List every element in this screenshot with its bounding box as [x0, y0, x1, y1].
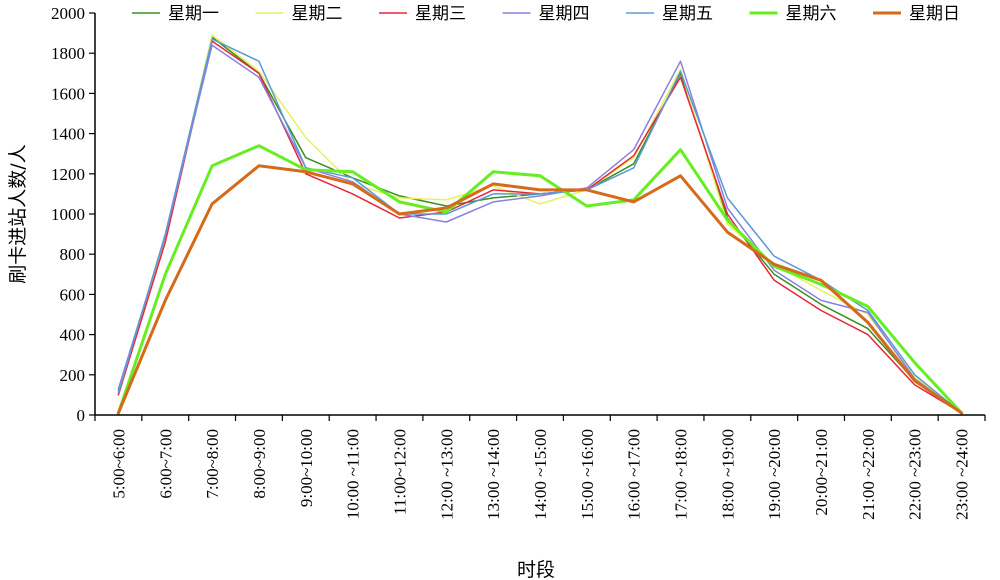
- y-tick-label: 1200: [51, 165, 85, 184]
- x-tick-label: 11:00~12:00: [390, 429, 409, 515]
- x-tick-label: 15:00 ~16:00: [578, 429, 597, 520]
- y-tick-label: 600: [60, 285, 86, 304]
- legend: 星期一 星期二 星期三 星期四 星期五 星期六 星期日: [132, 4, 960, 24]
- x-tick-label: 13:00 ~14:00: [484, 429, 503, 520]
- x-tick-label: 9:00~10:00: [297, 429, 316, 507]
- legend-label: 星期三: [415, 4, 466, 24]
- x-tick-label: 7:00~8:00: [203, 429, 222, 499]
- series-line-7: [116, 164, 964, 415]
- series-line-3: [117, 40, 963, 414]
- y-axis-title: 刷卡进站人数/人: [7, 144, 29, 283]
- y-tick-label: 1400: [51, 125, 85, 144]
- y-tick-label: 800: [60, 245, 86, 264]
- y-tick-label: 1600: [51, 84, 85, 103]
- x-tick-label: 22:00 ~23:00: [906, 429, 925, 520]
- y-tick-label: 2000: [51, 4, 85, 23]
- x-tick-label: 8:00~9:00: [250, 429, 269, 499]
- legend-label: 星期四: [539, 4, 590, 24]
- x-tick-label: 16:00 ~17:00: [625, 429, 644, 520]
- series-line-2: [117, 34, 963, 414]
- x-tick-label: 18:00 ~19:00: [718, 429, 737, 520]
- x-tick-label: 6:00~7:00: [156, 429, 175, 499]
- series-line-1: [117, 36, 963, 414]
- y-tick-label: 200: [60, 366, 86, 385]
- x-axis-title: 时段: [517, 559, 555, 580]
- axes-layer: 0 200 400 600 800 1000 1200 1400 1600 1800 2000 5:0…: [51, 4, 986, 520]
- x-tick-label: 12:00 ~13:00: [437, 429, 456, 520]
- x-tick-label: 10:00 ~11:00: [344, 429, 363, 519]
- x-tick-label: 19:00 ~20:00: [765, 429, 784, 520]
- legend-label: 星期五: [662, 4, 713, 24]
- series-layer: [116, 34, 964, 415]
- legend-label: 星期日: [909, 4, 960, 24]
- x-tick-label: 5:00~6:00: [109, 429, 128, 499]
- series-line-5: [117, 38, 963, 414]
- x-tick-label: 17:00 ~18:00: [672, 429, 691, 520]
- y-tick-label: 400: [60, 326, 86, 345]
- y-tick-label: 1800: [51, 44, 85, 63]
- x-tick-label: 21:00 ~22:00: [859, 429, 878, 520]
- y-tick-label: 0: [77, 406, 86, 425]
- series-line-6: [116, 144, 964, 415]
- x-tick-label: 20:00~21:00: [812, 429, 831, 516]
- x-tick-label: 23:00 ~24:00: [953, 429, 972, 520]
- series-line-4: [117, 44, 963, 414]
- legend-label: 星期一: [168, 4, 219, 24]
- legend-label: 星期六: [786, 4, 837, 24]
- y-tick-label: 1000: [51, 205, 85, 224]
- x-tick-label: 14:00 ~15:00: [531, 429, 550, 520]
- legend-label: 星期二: [292, 4, 343, 24]
